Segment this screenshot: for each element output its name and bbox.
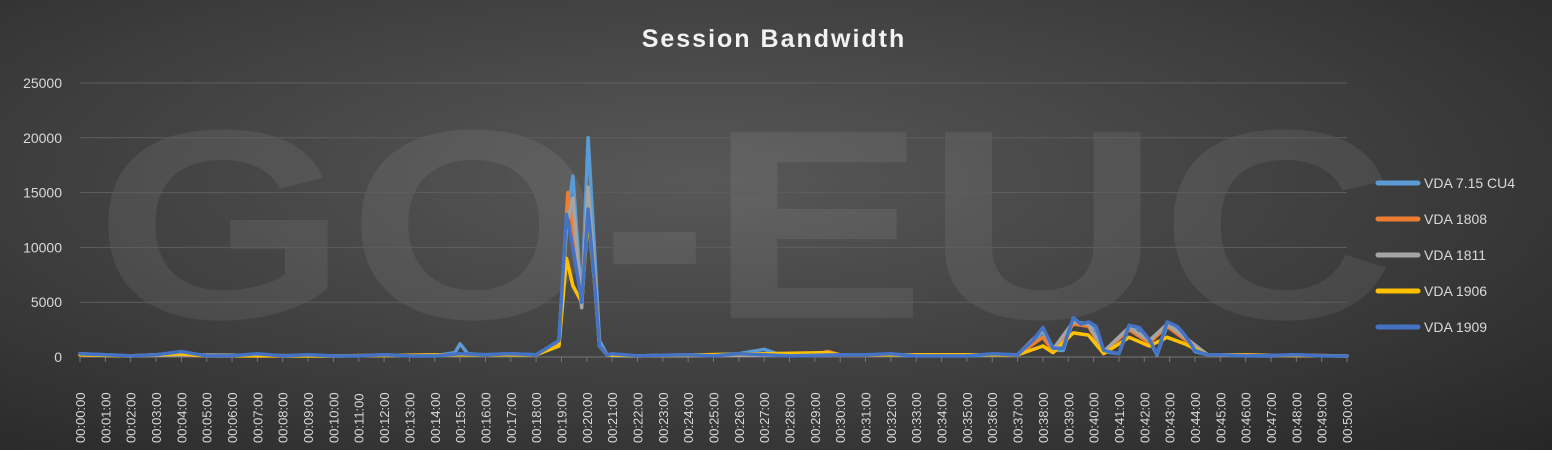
x-tick-label: 00:14:00 — [428, 392, 443, 443]
x-tick-label: 00:12:00 — [377, 392, 392, 443]
x-tick-label: 00:13:00 — [402, 392, 417, 443]
legend-label: VDA 1808 — [1424, 211, 1487, 227]
x-axis-tick-labels: 00:00:00 00:01:00 00:02:00 00:03:00 00:04:00… — [73, 357, 1355, 443]
x-tick-label: 00:32:00 — [884, 392, 899, 443]
x-tick-label: 00:17:00 — [504, 392, 519, 443]
legend-label: VDA 1909 — [1424, 319, 1487, 335]
y-tick-label: 0 — [54, 349, 62, 365]
x-tick-label: 00:03:00 — [149, 392, 164, 443]
x-tick-label: 00:50:00 — [1340, 392, 1355, 443]
series-lines — [78, 136, 1349, 358]
x-tick-label: 00:16:00 — [478, 392, 493, 443]
x-tick-label: 00:11:00 — [352, 393, 367, 443]
y-tick-label: 20000 — [23, 130, 62, 146]
legend-label: VDA 1906 — [1424, 283, 1487, 299]
y-tick-label: 25000 — [23, 75, 62, 91]
x-tick-label: 00:41:00 — [1112, 392, 1127, 443]
x-tick-label: 00:15:00 — [453, 392, 468, 443]
x-tick-label: 00:43:00 — [1163, 392, 1178, 443]
watermark-logo: GO-EUC — [95, 75, 1395, 376]
x-tick-label: 00:30:00 — [833, 392, 848, 443]
x-tick-label: 00:36:00 — [985, 392, 1000, 443]
x-tick-label: 00:06:00 — [225, 392, 240, 443]
x-tick-label: 00:37:00 — [1011, 392, 1026, 443]
x-tick-label: 00:38:00 — [1036, 392, 1051, 443]
x-tick-label: 00:08:00 — [276, 392, 291, 443]
x-tick-label: 00:25:00 — [707, 392, 722, 443]
x-tick-label: 00:34:00 — [935, 392, 950, 443]
x-tick-label: 00:09:00 — [301, 392, 316, 443]
x-tick-label: 00:21:00 — [605, 392, 620, 443]
x-tick-label: 00:29:00 — [808, 392, 823, 443]
x-tick-label: 00:31:00 — [859, 392, 874, 443]
chart-title: Session Bandwidth — [642, 25, 907, 53]
x-tick-label: 00:18:00 — [529, 392, 544, 443]
x-tick-label: 00:39:00 — [1061, 392, 1076, 443]
y-tick-label: 5000 — [31, 294, 62, 310]
x-tick-label: 00:47:00 — [1264, 392, 1279, 443]
x-tick-label: 00:00:00 — [73, 392, 88, 443]
x-tick-label: 00:20:00 — [580, 392, 595, 443]
x-tick-label: 00:24:00 — [681, 392, 696, 443]
x-tick-label: 00:23:00 — [656, 392, 671, 443]
legend: VDA 7.15 CU4 VDA 1808 VDA 1811 VDA 1906 VDA … — [1375, 175, 1515, 335]
x-tick-label: 00:07:00 — [250, 392, 265, 443]
x-tick-label: 00:42:00 — [1137, 392, 1152, 443]
x-tick-label: 00:01:00 — [98, 392, 113, 443]
x-tick-label: 00:35:00 — [960, 392, 975, 443]
x-tick-label: 00:02:00 — [124, 392, 139, 443]
x-tick-label: 00:46:00 — [1239, 392, 1254, 443]
y-tick-label: 10000 — [23, 239, 62, 255]
x-tick-label: 00:44:00 — [1188, 392, 1203, 443]
x-tick-label: 00:49:00 — [1315, 392, 1330, 443]
x-tick-label: 00:10:00 — [326, 392, 341, 443]
y-tick-label: 15000 — [23, 185, 62, 201]
y-axis-tick-labels: 0 5000 10000 15000 20000 25000 — [23, 75, 62, 365]
legend-label: VDA 7.15 CU4 — [1424, 175, 1515, 191]
x-tick-label: 00:48:00 — [1289, 392, 1304, 443]
x-tick-label: 00:19:00 — [554, 392, 569, 443]
series-line-4 — [78, 207, 1349, 358]
legend-label: VDA 1811 — [1424, 247, 1486, 263]
x-tick-label: 00:45:00 — [1213, 392, 1228, 443]
x-tick-label: 00:22:00 — [630, 392, 645, 443]
x-tick-label: 00:04:00 — [174, 392, 189, 443]
x-tick-label: 00:40:00 — [1087, 392, 1102, 443]
x-tick-label: 00:05:00 — [200, 392, 215, 443]
x-tick-label: 00:27:00 — [757, 392, 772, 443]
x-tick-label: 00:26:00 — [732, 392, 747, 443]
x-tick-label: 00:33:00 — [909, 392, 924, 443]
x-tick-label: 00:28:00 — [783, 392, 798, 443]
